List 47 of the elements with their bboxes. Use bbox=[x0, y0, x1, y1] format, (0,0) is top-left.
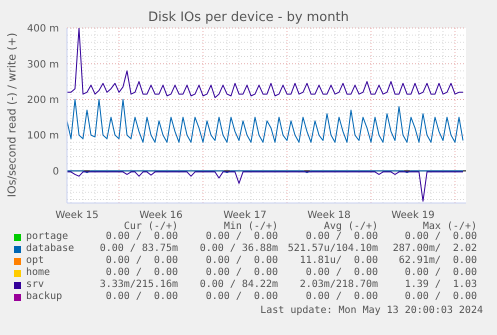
y-tick-label: 100 m bbox=[26, 130, 59, 142]
y-tick-label: 400 m bbox=[26, 24, 59, 35]
text: 11.81u/ 0.00 bbox=[298, 255, 378, 266]
text: 62.91m/ 0.00 bbox=[398, 255, 477, 266]
text: Min (-/+) bbox=[224, 221, 278, 232]
legend-label: portage bbox=[26, 231, 68, 242]
text: 0.00 / 0.00 bbox=[304, 291, 378, 302]
text: 0.00 / 0.00 bbox=[204, 255, 278, 266]
x-tick-label: Week 16 bbox=[139, 210, 183, 222]
text: Avg (-/+) bbox=[324, 221, 378, 232]
text: 0.00 / 0.00 bbox=[104, 231, 178, 242]
x-tick-label: Week 18 bbox=[307, 210, 351, 222]
x-tick-label: Week 19 bbox=[391, 210, 435, 222]
text: 0.00 / 0.00 bbox=[304, 267, 378, 278]
text: 0.00 / 84.22m bbox=[198, 279, 278, 290]
y-tick-label: 0 bbox=[52, 166, 59, 178]
text: Max (-/+) bbox=[422, 221, 477, 232]
text: 0.00 / 0.00 bbox=[404, 291, 477, 302]
legend-label: backup bbox=[26, 291, 62, 302]
text: 0.00 / 0.00 bbox=[104, 267, 178, 278]
text: 0.00 / 36.88m bbox=[198, 243, 278, 254]
text: 0.00 / 83.75m bbox=[98, 243, 178, 254]
text: 521.57u/104.10m bbox=[286, 243, 378, 254]
y-tick-label: 200 m bbox=[26, 94, 59, 106]
text: 0.00 / 0.00 bbox=[204, 291, 278, 302]
legend-label: home bbox=[26, 267, 50, 278]
x-tick-label: Week 15 bbox=[55, 210, 99, 222]
text: 2.03m/218.70m bbox=[298, 279, 378, 290]
legend-label: database bbox=[26, 243, 74, 254]
legend-label: srv bbox=[26, 279, 44, 290]
text: 0.00 / 0.00 bbox=[104, 291, 178, 302]
text: 1.39 / 1.03 bbox=[404, 279, 477, 290]
text: 0.00 / 0.00 bbox=[304, 231, 378, 242]
chart-title: Disk IOs per device - by month bbox=[147, 10, 350, 25]
text: 0.00 / 0.00 bbox=[204, 267, 278, 278]
y-axis-title: IOs/second read (-) / write (+) bbox=[6, 32, 18, 198]
text: 287.00m/ 2.02 bbox=[392, 243, 477, 254]
text: 0.00 / 0.00 bbox=[104, 255, 178, 266]
text: 0.00 / 0.00 bbox=[204, 231, 278, 242]
text: Cur (-/+) bbox=[124, 221, 178, 232]
x-tick-label: Week 17 bbox=[223, 210, 267, 222]
text: 0.00 / 0.00 bbox=[404, 231, 477, 242]
text: 3.33m/215.16m bbox=[98, 279, 178, 290]
text: 0.00 / 0.00 bbox=[404, 267, 477, 278]
y-tick-label: 300 m bbox=[26, 59, 59, 70]
legend-label: opt bbox=[26, 255, 44, 266]
text: Last update: Mon May 13 20:00:03 2024 bbox=[260, 305, 483, 316]
